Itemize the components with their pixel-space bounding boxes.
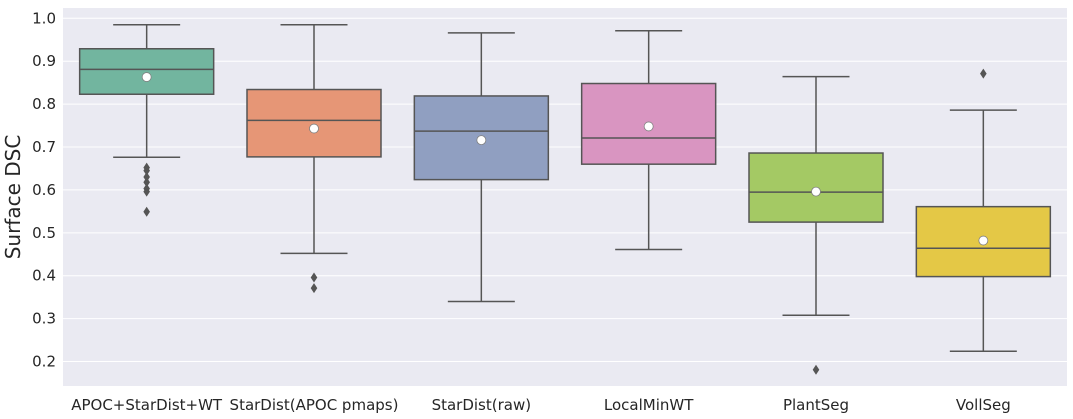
- outlier-point: [812, 364, 820, 375]
- box-group: [915, 68, 1052, 352]
- outlier-point: [310, 283, 318, 294]
- plot-background: [63, 8, 1067, 386]
- outlier-point: [143, 172, 150, 183]
- box-group: [580, 29, 717, 251]
- y-tick-label: 1.0: [32, 9, 56, 27]
- x-tick-label: PlantSeg: [783, 396, 849, 414]
- x-tick-label: VollSeg: [956, 396, 1011, 414]
- y-tick-label: 0.6: [32, 181, 56, 199]
- outlier-point: [143, 165, 150, 176]
- y-tick-label: 0.7: [32, 138, 56, 156]
- outlier-point: [143, 177, 150, 188]
- x-tick-label: LocalMinWT: [604, 396, 694, 414]
- y-tick-label: 0.5: [32, 224, 56, 242]
- box-group: [748, 75, 884, 375]
- box: [78, 48, 215, 95]
- mean-marker: [978, 235, 989, 246]
- y-tick-label: 0.8: [32, 95, 56, 113]
- y-axis-label: Surface DSC: [1, 135, 25, 260]
- outlier-point: [143, 186, 150, 197]
- outlier-point: [980, 68, 987, 79]
- mean-marker: [811, 186, 821, 197]
- outlier-point: [310, 272, 318, 283]
- box-group: [413, 32, 550, 303]
- mean-marker: [643, 121, 654, 132]
- grid-lines: [63, 17, 1067, 363]
- mean-marker: [141, 72, 152, 82]
- outlier-point: [143, 206, 150, 217]
- box: [246, 88, 382, 158]
- y-tick-label: 0.2: [32, 353, 56, 371]
- x-tick-label: StarDist(APOC pmaps): [230, 396, 399, 414]
- x-tick-labels: APOC+StarDist+WT StarDist(APOC pmaps) Star…: [71, 396, 1011, 414]
- x-tick-label: APOC+StarDist+WT: [71, 396, 223, 414]
- box-group: [78, 23, 215, 217]
- mean-marker: [309, 123, 319, 134]
- y-tick-label: 0.9: [32, 52, 56, 70]
- x-tick-label: StarDist(raw): [432, 396, 532, 414]
- boxes: [78, 23, 1052, 375]
- mean-marker: [476, 135, 487, 146]
- y-tick-labels: 0.2 0.3 0.4 0.5 0.6 0.7 0.8 0.9 1.0: [32, 9, 56, 370]
- y-tick-label: 0.4: [32, 267, 56, 285]
- box-group: [246, 23, 382, 294]
- y-tick-label: 0.3: [32, 310, 56, 328]
